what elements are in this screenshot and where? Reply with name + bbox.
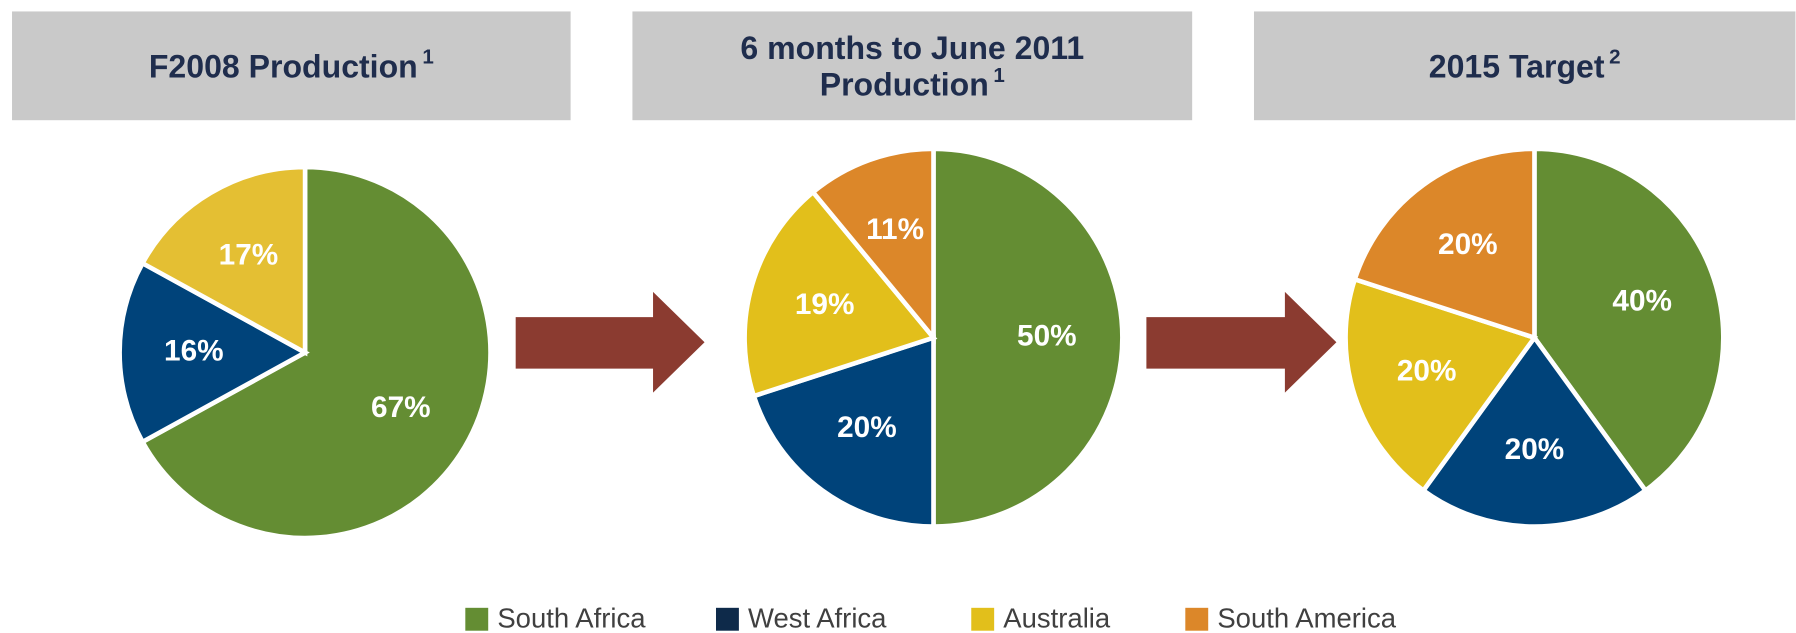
slice-label: 67%: [371, 391, 431, 424]
pie-slice: [117, 260, 310, 446]
title-superscript: 1: [422, 46, 433, 69]
legend-label: South America: [1217, 603, 1396, 633]
slice-label: 16%: [164, 334, 224, 367]
title-line: Production: [820, 67, 989, 103]
legend-swatch: [715, 607, 739, 631]
slice-label: 20%: [1397, 355, 1457, 388]
slice-label: 20%: [1505, 433, 1565, 466]
chart-title: 6 months to June 2011: [740, 30, 1084, 66]
slice-label: 19%: [795, 288, 855, 321]
title-line: 2015 Target: [1429, 48, 1605, 84]
slice-label: 11%: [866, 213, 924, 246]
pie-slice: [139, 164, 493, 541]
pie-slice: [742, 188, 938, 399]
title-box: [12, 11, 571, 121]
pie-slice: [809, 146, 936, 345]
legend-label: South Africa: [497, 603, 646, 633]
chart-title: F2008 Production 1: [149, 46, 434, 85]
chart-title: Production 1: [820, 64, 1005, 103]
title-box: [632, 11, 1193, 121]
pie-slice: [1420, 333, 1649, 529]
chart-title: 2015 Target 2: [1429, 46, 1621, 85]
slice-label: 40%: [1612, 285, 1672, 318]
slice-label: 17%: [219, 239, 279, 272]
title-superscript: 1: [993, 64, 1004, 87]
pie-slice: [1532, 146, 1726, 494]
slice-label: 20%: [837, 411, 897, 444]
pie-slice: [931, 146, 1125, 529]
title-line: F2008 Production: [149, 48, 418, 84]
legend-swatch: [971, 607, 995, 631]
arrow: [1146, 291, 1337, 393]
legend-swatch: [1185, 607, 1209, 631]
arrow: [515, 291, 705, 393]
title-box: [1253, 11, 1796, 121]
legend-label: Australia: [1003, 603, 1111, 633]
legend-swatch: [465, 607, 489, 631]
slice-label: 20%: [1438, 228, 1498, 261]
pie-slice: [1343, 276, 1539, 494]
pie-slice: [1351, 146, 1537, 341]
pie-slice: [139, 164, 308, 357]
title-line: 6 months to June 2011: [740, 30, 1084, 66]
legend-label: West Africa: [748, 603, 887, 633]
slice-label: 50%: [1017, 320, 1077, 353]
pie-slice: [750, 334, 936, 529]
title-superscript: 2: [1609, 46, 1620, 69]
